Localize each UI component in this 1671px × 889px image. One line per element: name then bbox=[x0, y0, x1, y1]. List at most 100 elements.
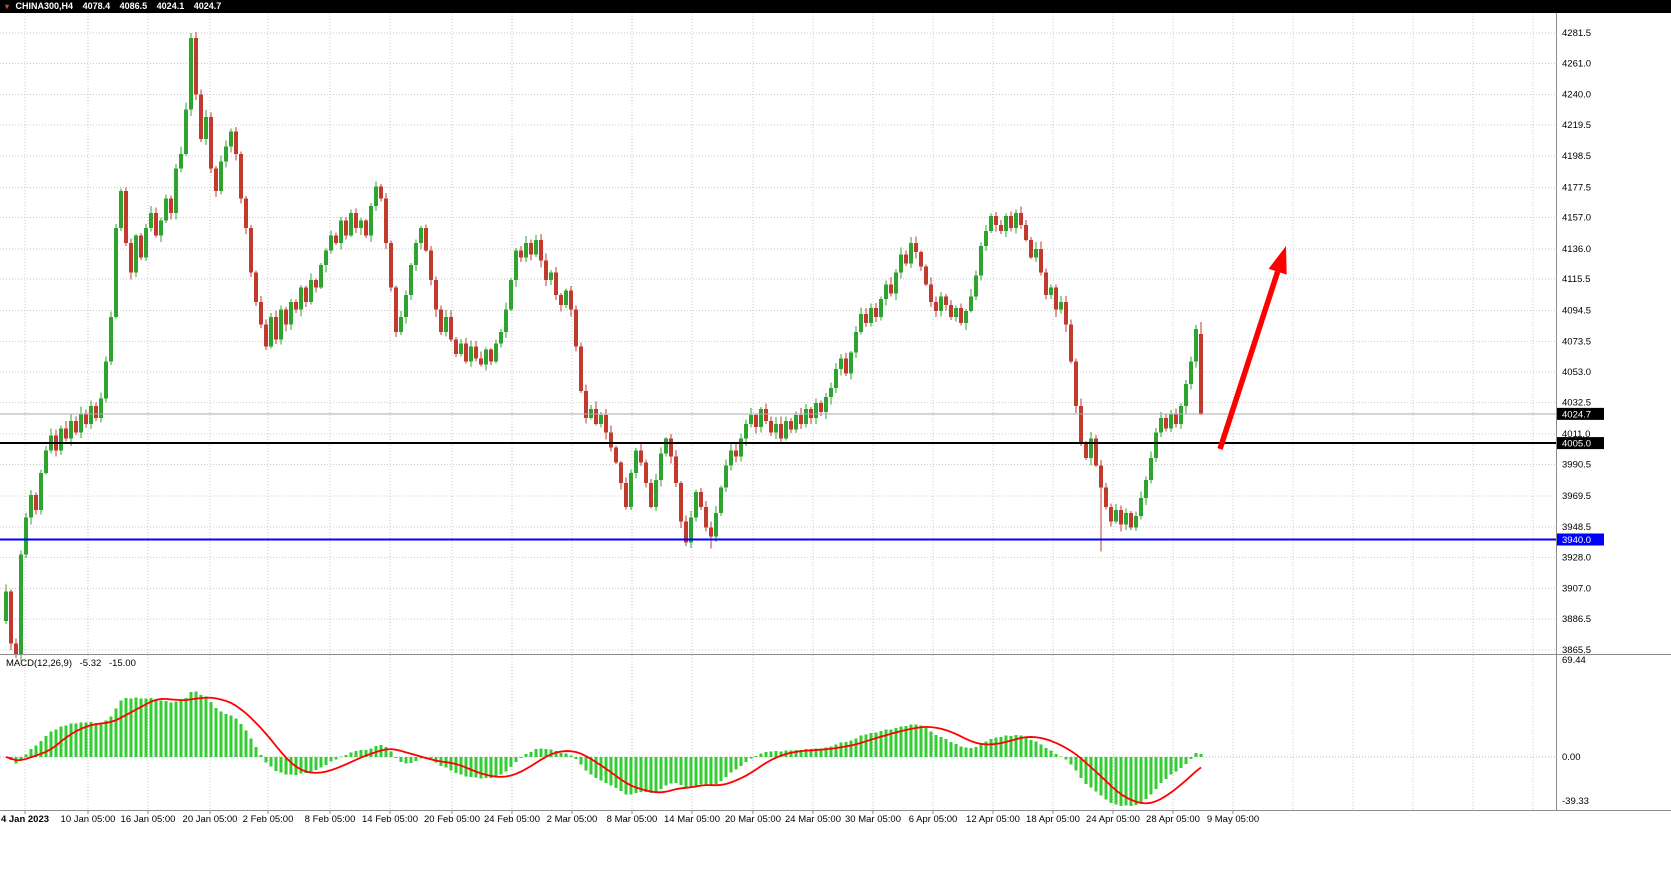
candle-body bbox=[939, 296, 943, 312]
candle-body bbox=[1159, 417, 1163, 433]
candle-body bbox=[1199, 334, 1203, 414]
candle-body bbox=[1179, 406, 1183, 424]
macd-bar bbox=[709, 757, 713, 786]
trend-arrow[interactable] bbox=[1217, 246, 1287, 450]
time-tick-label: 20 Jan 05:00 bbox=[183, 814, 238, 825]
macd-bar bbox=[844, 742, 848, 757]
symbol-period-label: CHINA300,H4 bbox=[15, 1, 74, 11]
candle-body bbox=[1154, 432, 1158, 458]
macd-bar bbox=[934, 734, 938, 757]
candle-body bbox=[629, 472, 633, 507]
time-tick-label: 8 Feb 05:00 bbox=[305, 814, 356, 825]
candle-body bbox=[114, 228, 118, 318]
macd-bar bbox=[1019, 735, 1023, 757]
macd-bar bbox=[414, 757, 418, 762]
macd-signal-line bbox=[5, 696, 1202, 805]
macd-bar bbox=[189, 692, 193, 757]
candle-body bbox=[149, 213, 153, 229]
macd-bar bbox=[319, 757, 323, 768]
macd-bar bbox=[1129, 757, 1133, 806]
macd-bar bbox=[724, 757, 728, 777]
time-axis[interactable]: 4 Jan 2023 10 Jan 05:00 16 Jan 05:00 20 Jan… bbox=[1, 811, 1259, 825]
price-axis[interactable]: 4281.5 4261.0 4240.0 4219.5 4198.5 4177.5 4157… bbox=[1557, 28, 1604, 807]
candle-body bbox=[324, 250, 328, 266]
candle-body bbox=[654, 480, 658, 507]
candle-body bbox=[509, 279, 513, 310]
macd-bar bbox=[369, 748, 373, 757]
candle-body bbox=[1009, 216, 1013, 229]
candle-body bbox=[369, 205, 373, 236]
macd-bar bbox=[409, 757, 413, 763]
macd-bar bbox=[579, 757, 583, 765]
macd-bar bbox=[104, 720, 108, 757]
time-tick-label: 16 Jan 05:00 bbox=[121, 814, 176, 825]
candle-body bbox=[734, 450, 738, 457]
candle-body bbox=[699, 492, 703, 507]
candle-body bbox=[929, 284, 933, 303]
macd-bar bbox=[1069, 757, 1073, 765]
candle-body bbox=[249, 228, 253, 273]
candle-body bbox=[349, 213, 353, 236]
candle-body bbox=[454, 339, 458, 355]
macd-bar bbox=[949, 742, 953, 757]
candle-body bbox=[94, 406, 98, 418]
candle-body bbox=[1119, 509, 1123, 525]
quote-close: 4024.7 bbox=[193, 1, 222, 11]
level-lines[interactable] bbox=[0, 413, 1556, 541]
time-tick-label: 18 Apr 05:00 bbox=[1026, 814, 1080, 825]
price-level-badge: 3940.0 bbox=[1557, 533, 1604, 546]
candle-body bbox=[769, 420, 773, 433]
candle-body bbox=[469, 346, 473, 362]
candle-body bbox=[1099, 465, 1103, 488]
macd-bar bbox=[219, 711, 223, 757]
macd-bar bbox=[549, 749, 553, 757]
macd-bar bbox=[719, 757, 723, 781]
macd-bar bbox=[1149, 757, 1153, 795]
macd-bar bbox=[749, 757, 753, 759]
candle-body bbox=[234, 131, 238, 154]
price-tick-label: 4157.0 bbox=[1562, 213, 1591, 224]
candle-body bbox=[744, 423, 748, 439]
macd-bar bbox=[324, 757, 328, 765]
candle-body bbox=[339, 220, 343, 243]
macd-bar bbox=[639, 757, 643, 792]
candle-body bbox=[519, 250, 523, 258]
candle-body bbox=[919, 251, 923, 267]
candle-body bbox=[1089, 438, 1093, 458]
candle-body bbox=[544, 260, 548, 280]
candle-body bbox=[644, 462, 648, 484]
macd-bar bbox=[829, 746, 833, 757]
candle-body bbox=[194, 38, 198, 95]
candle-body bbox=[14, 643, 18, 656]
candle-body bbox=[134, 235, 138, 273]
macd-bar bbox=[1189, 757, 1193, 760]
macd-bar bbox=[504, 757, 508, 772]
macd-bar bbox=[1049, 750, 1053, 757]
candle-body bbox=[724, 465, 728, 488]
candle-body bbox=[669, 438, 673, 457]
macd-bar bbox=[509, 757, 513, 768]
candle-body bbox=[679, 483, 683, 522]
macd-bar bbox=[359, 750, 363, 757]
time-tick-label: 20 Mar 05:00 bbox=[725, 814, 781, 825]
candle-body bbox=[1094, 438, 1098, 466]
macd-bar bbox=[279, 757, 283, 773]
candle-body bbox=[1194, 328, 1198, 362]
macd-indicator-label: MACD(12,26,9) -5.32 -15.00 bbox=[6, 658, 141, 669]
macd-bar bbox=[674, 757, 678, 784]
candle-body bbox=[1169, 413, 1173, 429]
candle-body bbox=[584, 391, 588, 418]
price-tick-label: 4281.5 bbox=[1562, 28, 1591, 39]
macd-bar bbox=[214, 708, 218, 757]
macd-bar bbox=[54, 729, 58, 757]
candle-body bbox=[579, 346, 583, 392]
candle-body bbox=[329, 235, 333, 251]
price-tick-label: 3907.0 bbox=[1562, 583, 1591, 594]
candle-body bbox=[884, 284, 888, 300]
macd-bar bbox=[814, 748, 818, 757]
candle-body bbox=[1184, 383, 1188, 407]
candle-body bbox=[999, 225, 1003, 232]
candle-body bbox=[179, 153, 183, 169]
macd-bar bbox=[89, 722, 93, 757]
